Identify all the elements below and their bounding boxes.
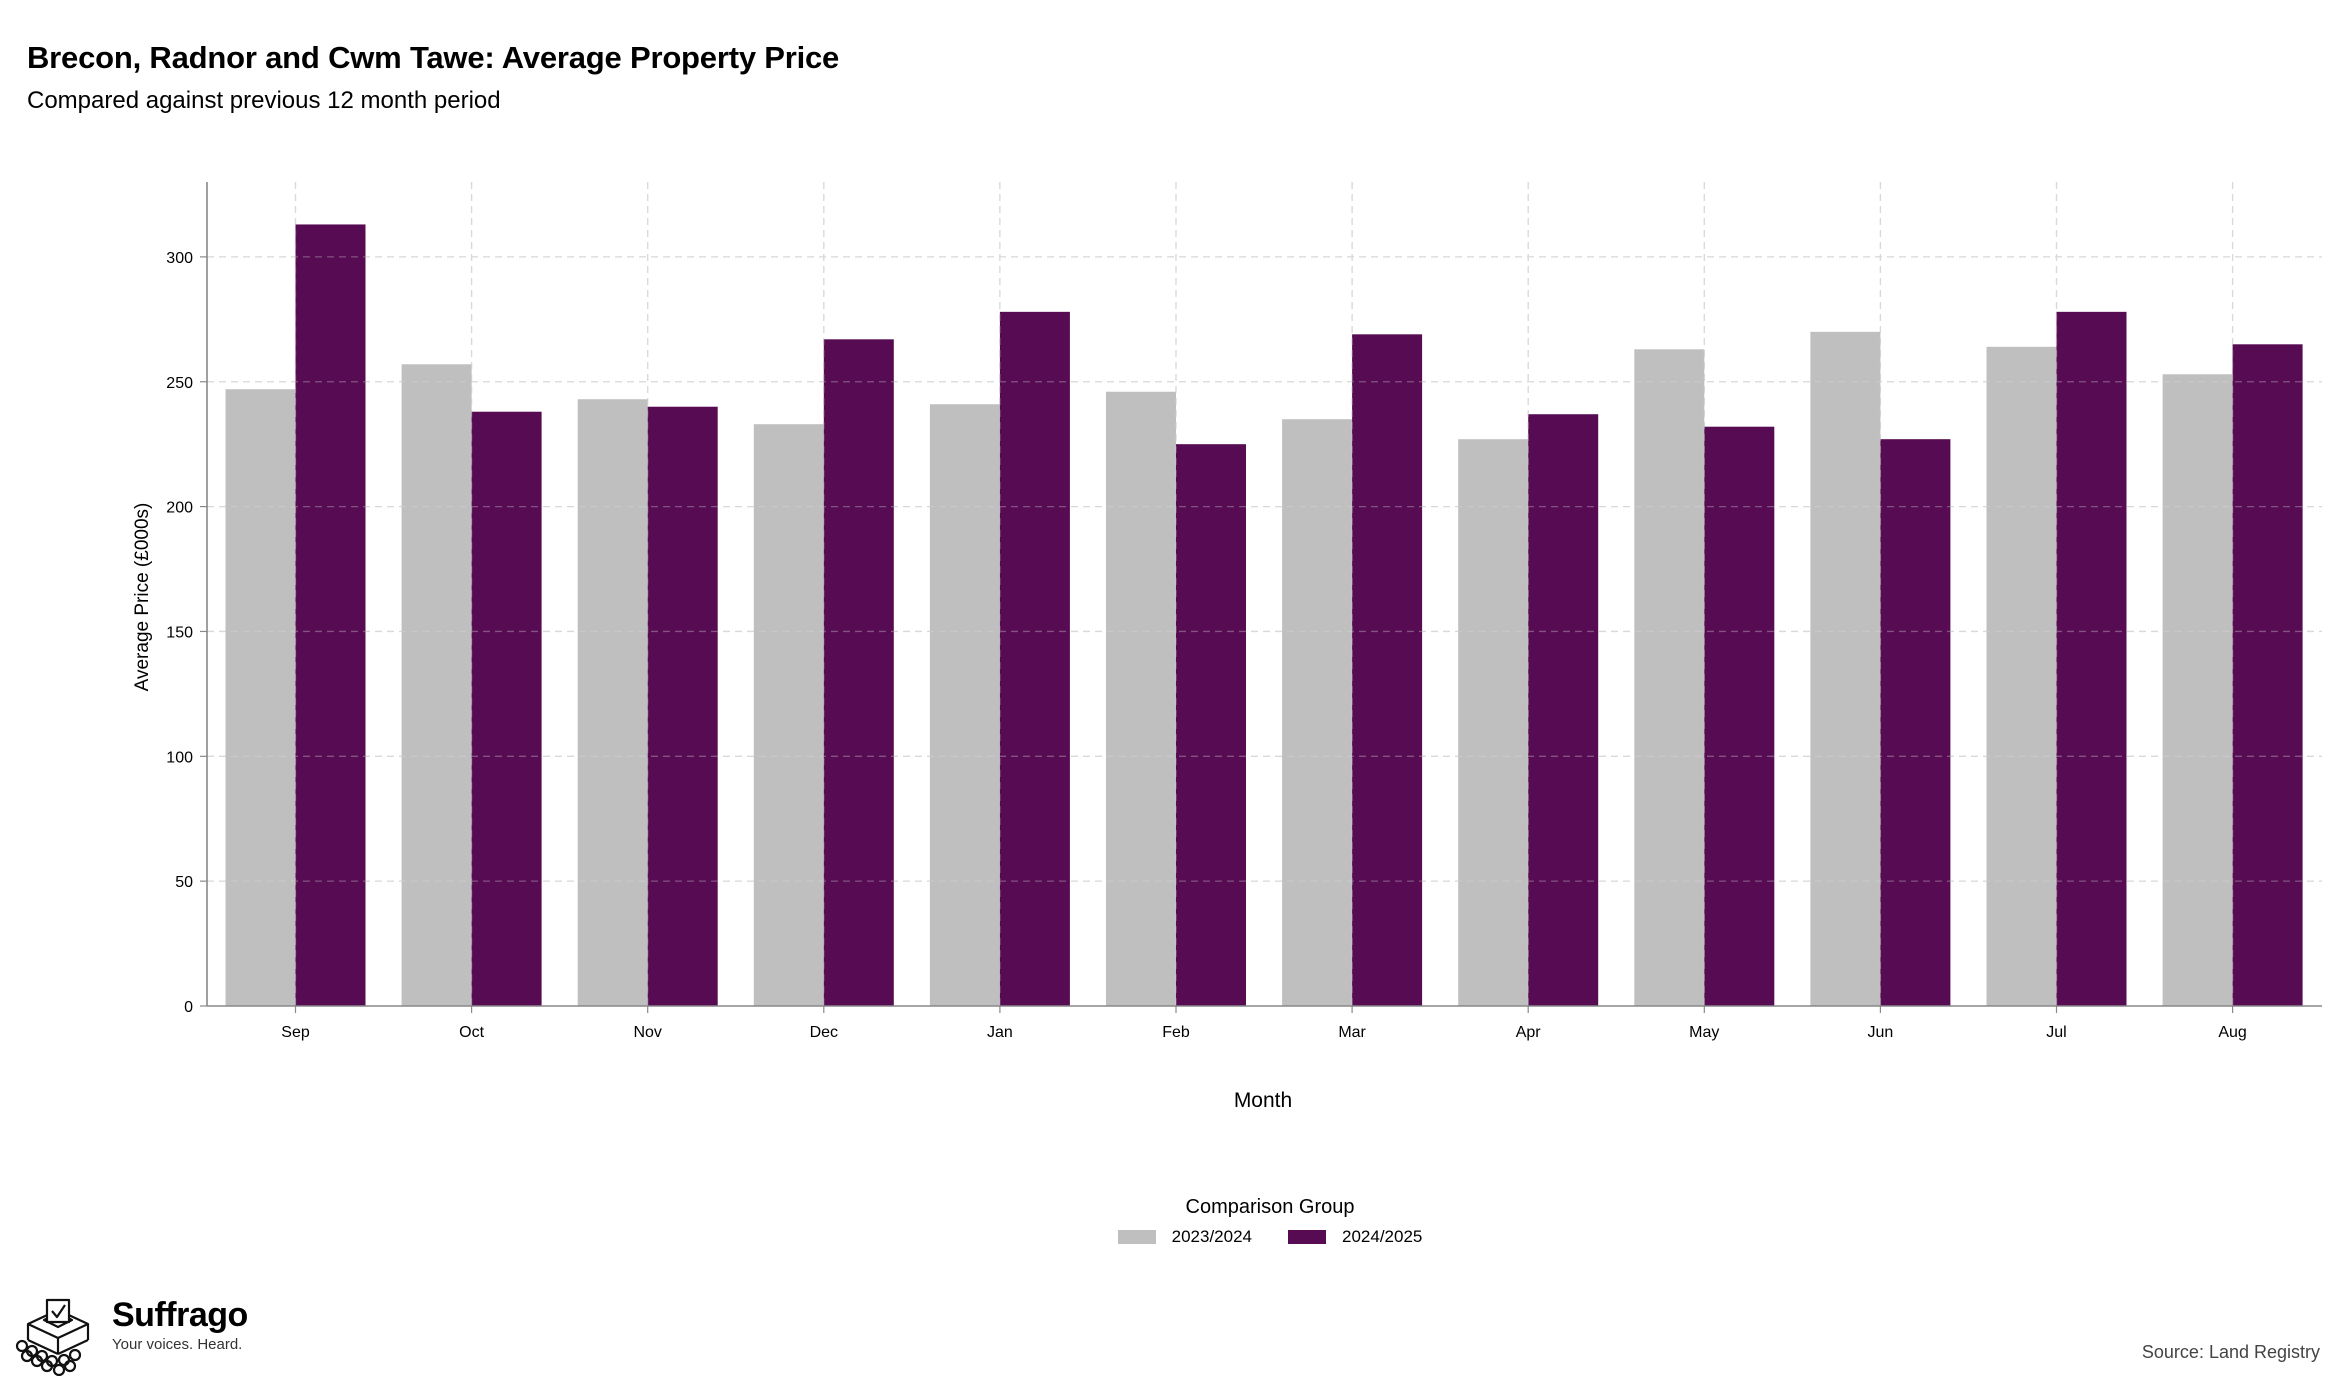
y-tick-label: 100 — [166, 749, 193, 766]
source-note: Source: Land Registry — [2141, 1342, 2320, 1362]
bar-2023-2024-jan — [929, 404, 1000, 1006]
bar-2024-2025-apr — [1528, 414, 1599, 1007]
brand-tagline: Your voices. Heard. — [112, 1336, 243, 1353]
bar-2024-2025-jan — [999, 311, 1070, 1007]
legend-swatch-2024-2025 — [1288, 1230, 1326, 1244]
brand-logo: Suffrago Your voices. Heard. — [14, 1296, 248, 1376]
bar-2023-2024-jun — [1810, 331, 1881, 1006]
bar-2024-2025-dec — [823, 339, 894, 1006]
legend: Comparison Group 2023/2024 2024/2025 — [1090, 1196, 1450, 1247]
y-tick-label: 250 — [166, 375, 193, 392]
bar-2023-2024-mar — [1282, 419, 1353, 1006]
bar-2023-2024-feb — [1106, 391, 1176, 1006]
y-tick-label: 200 — [166, 500, 193, 517]
bar-2023-2024-apr — [1458, 439, 1529, 1006]
x-tick-label-aug: Aug — [2218, 1024, 2246, 1041]
x-tick-label-jun: Jun — [1868, 1024, 1894, 1041]
bar-2024-2025-oct — [471, 411, 542, 1007]
x-tick-label-may: May — [1689, 1024, 1719, 1041]
bar-2023-2024-may — [1634, 349, 1705, 1006]
bars — [207, 182, 2322, 1007]
x-tick-label-sep: Sep — [281, 1024, 310, 1041]
chart-subtitle: Compared against previous 12 month perio… — [27, 87, 501, 114]
x-tick-label-mar: Mar — [1338, 1024, 1366, 1041]
axes: 0 50 100 150 200 250 300 Sep Oct Nov Dec Jan Feb Mar A… — [166, 182, 2322, 1041]
x-tick-label-oct: Oct — [459, 1024, 484, 1041]
ballot-box-icon — [15, 1298, 90, 1376]
y-axis-label: Average Price (£000s) — [132, 503, 153, 692]
chart-title: Brecon, Radnor and Cwm Tawe: Average Pro… — [27, 40, 840, 75]
y-tick-label: 150 — [166, 624, 193, 641]
bar-2024-2025-jul — [2056, 311, 2127, 1007]
bar-2023-2024-nov — [577, 399, 648, 1007]
bar-2024-2025-aug — [2232, 344, 2303, 1006]
bar-2024-2025-sep — [295, 224, 366, 1006]
bar-2024-2025-jun — [1880, 439, 1951, 1006]
bar-2023-2024-oct — [401, 364, 472, 1006]
legend-swatch-2023-2024 — [1117, 1230, 1156, 1244]
bar-2023-2024-jul — [1986, 346, 2057, 1006]
x-tick-label-dec: Dec — [810, 1024, 838, 1041]
bar-2024-2025-may — [1704, 426, 1775, 1007]
y-tick-label: 50 — [175, 874, 193, 891]
grid-overlay — [207, 182, 2322, 1006]
x-tick-label-jan: Jan — [987, 1024, 1013, 1041]
bar-2024-2025-nov — [647, 406, 718, 1006]
legend-label-2023-2024: 2023/2024 — [1171, 1227, 1252, 1246]
brand-name: Suffrago — [112, 1296, 248, 1334]
x-tick-label-jul: Jul — [2046, 1024, 2066, 1041]
bar-2023-2024-aug — [2162, 374, 2233, 1006]
x-tick-label-feb: Feb — [1162, 1024, 1190, 1041]
bar-2024-2025-mar — [1352, 334, 1423, 1006]
y-tick-label: 300 — [166, 250, 193, 267]
legend-title: Comparison Group — [1185, 1196, 1355, 1218]
bar-2023-2024-sep — [225, 389, 296, 1006]
legend-label-2024-2025: 2024/2025 — [1342, 1227, 1423, 1246]
y-tick-label: 0 — [184, 999, 193, 1016]
x-axis-label: Month — [1234, 1089, 1292, 1112]
legend-item-2023-2024: 2023/2024 — [1117, 1227, 1252, 1247]
legend-item-2024-2025: 2024/2025 — [1288, 1227, 1422, 1247]
x-tick-label-nov: Nov — [633, 1024, 661, 1041]
x-tick-label-apr: Apr — [1516, 1024, 1542, 1041]
bar-2024-2025-feb — [1176, 444, 1246, 1006]
bar-2023-2024-dec — [753, 424, 824, 1006]
